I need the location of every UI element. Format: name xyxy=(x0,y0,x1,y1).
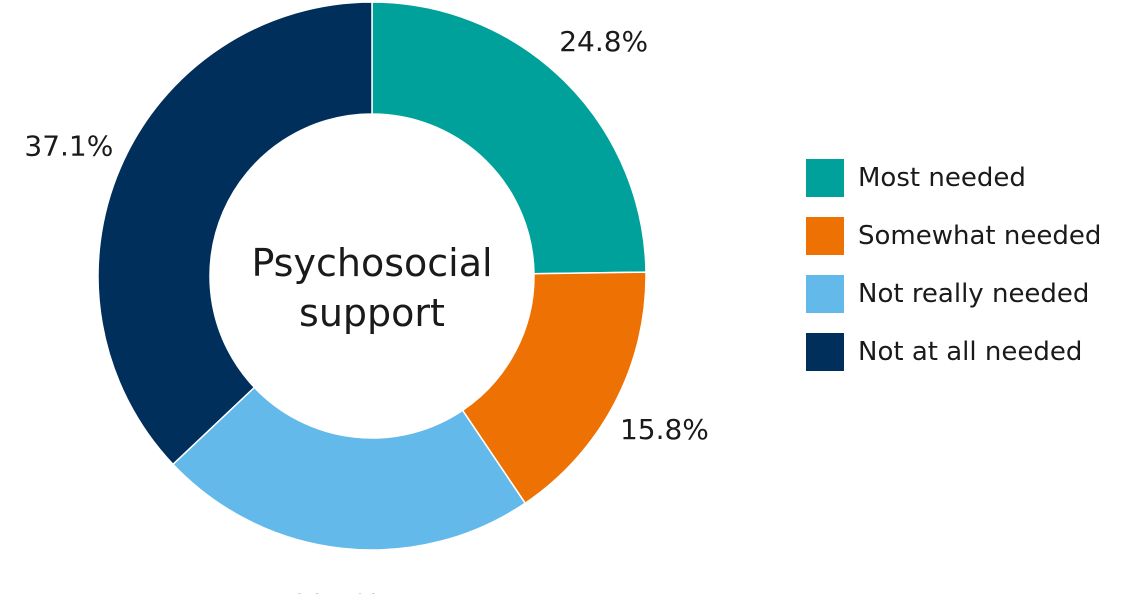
slice-most-needed xyxy=(371,1,647,275)
slice-not-really-needed xyxy=(171,386,527,551)
value-labels: 24.8% 15.8% 22.4% 37.1% xyxy=(24,25,709,594)
center-label-line-1: Psychosocial xyxy=(251,241,492,285)
value-label-most-needed: 24.8% xyxy=(559,25,648,58)
legend-label: Not really needed xyxy=(858,279,1090,309)
legend-item-most-needed: Most needed xyxy=(806,159,1101,197)
legend-item-not-really-needed: Not really needed xyxy=(806,275,1101,313)
value-label-somewhat-needed: 15.8% xyxy=(620,413,709,446)
legend-item-somewhat-needed: Somewhat needed xyxy=(806,217,1101,255)
legend-item-not-at-all-needed: Not at all needed xyxy=(806,333,1101,371)
legend-swatch xyxy=(806,333,844,371)
slice-not-at-all-needed xyxy=(97,1,373,466)
donut-slices xyxy=(97,1,647,551)
value-label-not-at-all-needed: 37.1% xyxy=(24,130,113,163)
legend-swatch xyxy=(806,159,844,197)
center-label-line-2: support xyxy=(299,291,445,335)
legend-swatch xyxy=(806,217,844,255)
legend-swatch xyxy=(806,275,844,313)
legend-label: Not at all needed xyxy=(858,337,1083,367)
value-label-not-really-needed: 22.4% xyxy=(291,588,380,594)
legend: Most needed Somewhat needed Not really n… xyxy=(806,159,1101,391)
legend-label: Somewhat needed xyxy=(858,221,1102,251)
legend-label: Most needed xyxy=(858,163,1026,193)
